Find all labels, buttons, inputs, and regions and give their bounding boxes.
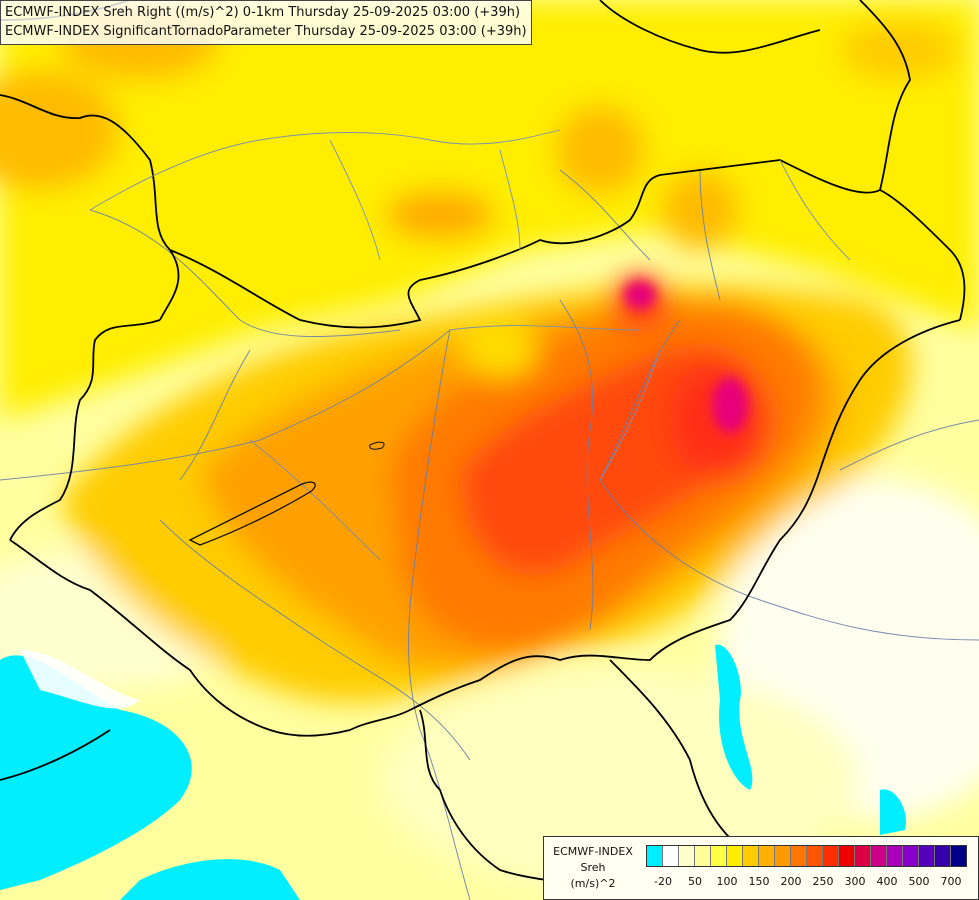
- legend-swatch-7: [759, 846, 775, 866]
- legend-swatch-15: [887, 846, 903, 866]
- legend-swatch-18: [935, 846, 951, 866]
- legend-swatch-1: [663, 846, 679, 866]
- legend-tick-label: 200: [780, 875, 802, 888]
- legend-tick-label: -20: [654, 875, 672, 888]
- color-legend: ECMWF-INDEX Sreh (m/s)^2 -20 50 100 150 200 2…: [543, 836, 979, 900]
- legend-swatch-5: [727, 846, 743, 866]
- legend-tick-label: 300: [844, 875, 866, 888]
- legend-swatch-11: [823, 846, 839, 866]
- map-title-line-1: ECMWF-INDEX Sreh Right ((m/s)^2) 0-1km T…: [5, 5, 521, 20]
- legend-tick-label: 250: [812, 875, 834, 888]
- legend-swatch-6: [743, 846, 759, 866]
- legend-tick-label: 700: [940, 875, 962, 888]
- legend-swatch-16: [903, 846, 919, 866]
- legend-tick-label: 500: [908, 875, 930, 888]
- legend-swatch-12: [839, 846, 855, 866]
- map-title-box: ECMWF-INDEX Sreh Right ((m/s)^2) 0-1km T…: [0, 0, 532, 45]
- legend-unit-label: (m/s)^2: [570, 877, 616, 890]
- legend-tick-label: 400: [876, 875, 898, 888]
- legend-swatch-4: [711, 846, 727, 866]
- legend-swatch-13: [855, 846, 871, 866]
- legend-color-bar: [646, 845, 967, 867]
- legend-swatch-10: [807, 846, 823, 866]
- legend-tick-label: 50: [688, 875, 702, 888]
- map-title-line-2: ECMWF-INDEX SignificantTornadoParameter …: [5, 24, 527, 39]
- legend-swatch-14: [871, 846, 887, 866]
- legend-tick-label: 100: [716, 875, 738, 888]
- legend-variable-label: Sreh: [580, 861, 606, 874]
- legend-swatch-2: [679, 846, 695, 866]
- legend-swatch-19: [951, 846, 966, 866]
- legend-source-label: ECMWF-INDEX: [553, 845, 633, 858]
- legend-swatch-17: [919, 846, 935, 866]
- legend-tick-label: 150: [748, 875, 770, 888]
- legend-swatch-3: [695, 846, 711, 866]
- legend-swatch-9: [791, 846, 807, 866]
- legend-swatch-8: [775, 846, 791, 866]
- legend-swatch-0: [647, 846, 663, 866]
